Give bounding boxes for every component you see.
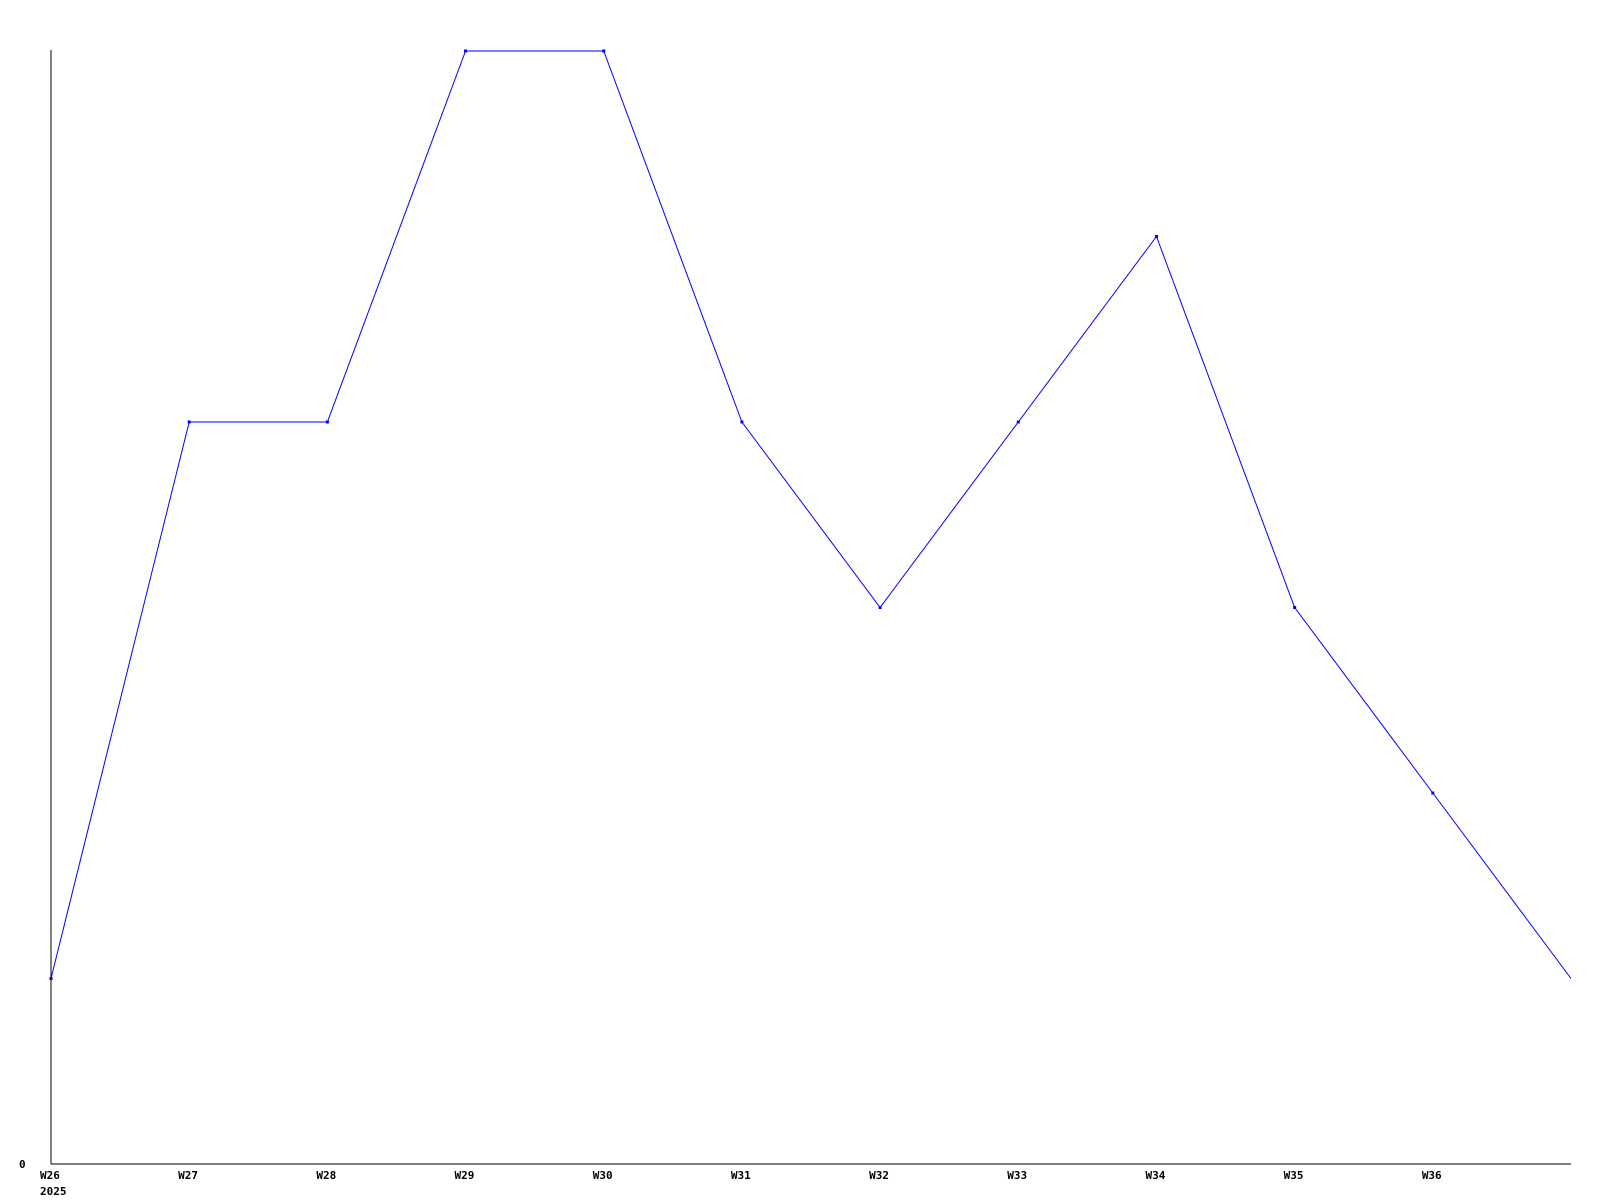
y-tick-label-0: 0	[19, 1158, 26, 1171]
x-tick-label-W31: W31	[731, 1169, 751, 1182]
x-sublabel-year: 2025	[40, 1185, 67, 1198]
data-point-W30	[602, 49, 606, 53]
x-tick-label-W30: W30	[593, 1169, 613, 1182]
data-point-W32	[878, 606, 882, 609]
data-point-W29	[464, 49, 468, 53]
data-point-W33	[1016, 420, 1020, 424]
data-point-W26	[49, 977, 53, 980]
x-tick-label-W29: W29	[455, 1169, 475, 1182]
x-tick-label-W32: W32	[869, 1169, 889, 1182]
x-tick-label-W26: W26	[40, 1169, 60, 1182]
data-point-W28	[325, 420, 329, 424]
x-tick-label-W33: W33	[1007, 1169, 1027, 1182]
data-point-W36	[1431, 791, 1435, 795]
data-point-W35	[1293, 606, 1297, 609]
data-point-W34	[1154, 235, 1158, 238]
x-tick-label-W36: W36	[1422, 1169, 1442, 1182]
x-tick-label-W35: W35	[1284, 1169, 1304, 1182]
x-tick-label-W28: W28	[316, 1169, 336, 1182]
x-tick-label-W34: W34	[1145, 1169, 1165, 1182]
series-line	[50, 50, 1572, 979]
data-point-W31	[740, 420, 744, 424]
x-tick-label-W27: W27	[178, 1169, 198, 1182]
data-point-W27	[187, 420, 191, 424]
